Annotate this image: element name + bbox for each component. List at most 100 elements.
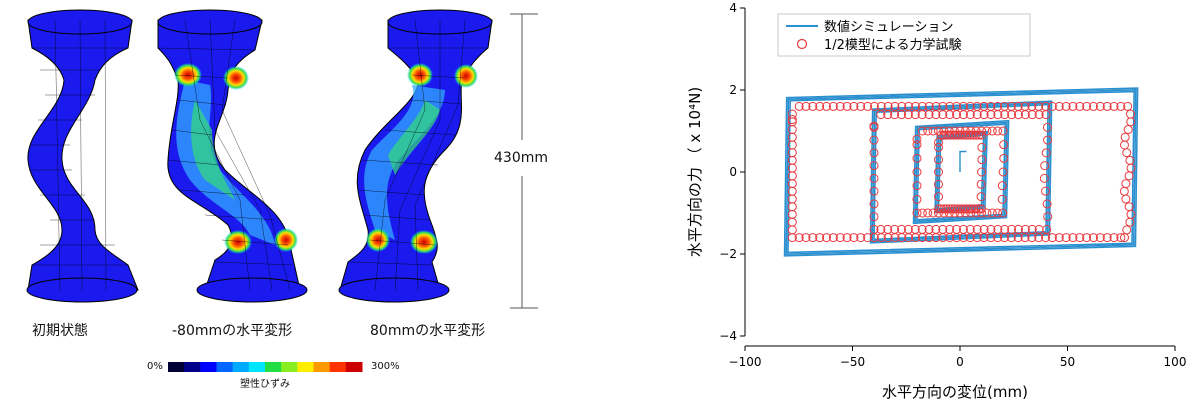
y-tick-label: 4 bbox=[729, 1, 737, 15]
experiment-point bbox=[1119, 233, 1129, 243]
simulation-loop bbox=[783, 87, 1139, 257]
experiment-point bbox=[1082, 101, 1092, 111]
experiment-point bbox=[808, 233, 818, 243]
colorbar-swatch bbox=[265, 362, 282, 372]
experiment-point bbox=[1122, 225, 1132, 235]
experiment-point bbox=[934, 167, 943, 177]
experiment-point bbox=[939, 204, 949, 214]
experiment-point bbox=[815, 101, 825, 111]
experiment-point bbox=[1034, 110, 1044, 120]
experiment-point bbox=[863, 233, 873, 243]
colorbar-swatch bbox=[345, 362, 363, 372]
experiment-point bbox=[849, 233, 859, 243]
experiment-point bbox=[876, 110, 886, 120]
legend-circle-swatch bbox=[796, 38, 808, 50]
experiment-point bbox=[998, 126, 1008, 136]
experiment-point bbox=[1082, 233, 1092, 243]
experiment-point bbox=[1054, 233, 1064, 243]
experiment-point bbox=[924, 110, 934, 120]
experiment-point bbox=[1088, 233, 1098, 243]
experiment-point bbox=[1123, 101, 1133, 111]
experiment-point bbox=[1116, 233, 1126, 243]
experiment-point bbox=[917, 110, 927, 120]
experiment-point bbox=[977, 142, 987, 152]
legend-label-simulation: 数値シミュレーション bbox=[824, 19, 953, 35]
colorbar-swatch bbox=[248, 362, 266, 372]
experiment-point bbox=[910, 110, 920, 120]
experiment-point bbox=[1043, 212, 1053, 222]
experiment-point bbox=[912, 153, 922, 163]
colorbar-swatch bbox=[313, 362, 331, 372]
experiment-point bbox=[1007, 110, 1017, 120]
experiment-point bbox=[1061, 233, 1071, 243]
fem-panel: 430mm 初期状態 -80mmの水平変形 80mmの水平変形 0% 300% … bbox=[26, 9, 548, 390]
experiment-point bbox=[1075, 101, 1085, 111]
experiment-point bbox=[808, 101, 818, 111]
colorbar-swatch bbox=[281, 362, 298, 372]
experiment-point bbox=[869, 161, 879, 171]
experiment-point bbox=[828, 101, 838, 111]
experiment-point bbox=[869, 101, 879, 111]
experiment-point bbox=[849, 101, 859, 111]
x-axis-label: 水平方向の変位(mm) bbox=[882, 383, 1028, 401]
x-tick-label: 0 bbox=[956, 355, 964, 369]
experiment-point bbox=[869, 199, 879, 209]
experiment-point bbox=[979, 110, 989, 120]
colorbar-max-label: 300% bbox=[371, 361, 400, 372]
experiment-point bbox=[1027, 110, 1037, 120]
legend-box bbox=[777, 13, 1031, 57]
experiment-point bbox=[972, 110, 982, 120]
experiment-point bbox=[977, 155, 987, 165]
experiment-point bbox=[910, 224, 920, 234]
experiment-point bbox=[987, 208, 997, 218]
colorbar-title: 塑性ひずみ bbox=[240, 379, 290, 390]
experiment-point bbox=[869, 173, 879, 183]
experiment-point bbox=[822, 101, 832, 111]
experiment-point bbox=[924, 224, 934, 234]
experiment-point bbox=[938, 110, 948, 120]
experiment-point bbox=[1047, 101, 1057, 111]
experiment-point bbox=[938, 224, 948, 234]
simulation-loop bbox=[914, 121, 1008, 223]
experiment-point bbox=[1042, 199, 1052, 209]
experiment-point bbox=[869, 212, 879, 222]
experiment-point bbox=[883, 224, 893, 234]
experiment-point bbox=[835, 101, 845, 111]
experiment-point bbox=[1042, 122, 1052, 132]
experiment-point bbox=[869, 135, 879, 145]
experiment-point bbox=[787, 202, 797, 212]
colorbar-swatch bbox=[329, 362, 347, 372]
experiment-point bbox=[912, 194, 922, 204]
experiment-point bbox=[977, 167, 987, 177]
simulation-loop bbox=[937, 134, 985, 210]
experiment-point bbox=[1054, 101, 1064, 111]
axes: −4 −2 0 2 4 −100 −50 0 50 100 bbox=[719, 1, 1186, 369]
experiment-point bbox=[1007, 224, 1017, 234]
experiment-point bbox=[965, 224, 975, 234]
colorbar-swatch bbox=[200, 362, 217, 372]
experiment-point bbox=[842, 233, 852, 243]
hysteresis-chart: −4 −2 0 2 4 −100 −50 0 50 100 数値シミュレーション 1/2模型による力… bbox=[686, 1, 1186, 401]
specimen-initial bbox=[26, 9, 139, 303]
experiment-point bbox=[1095, 233, 1105, 243]
x-tick-label: −50 bbox=[840, 355, 865, 369]
experiment-point bbox=[934, 179, 943, 189]
experiment-point bbox=[1088, 101, 1098, 111]
experiment-point bbox=[972, 224, 982, 234]
experiment-point bbox=[952, 224, 962, 234]
experiment-point bbox=[997, 181, 1007, 191]
experiment-point bbox=[876, 224, 886, 234]
fem-illustration bbox=[26, 9, 538, 372]
experiment-point bbox=[822, 233, 832, 243]
experiment-point bbox=[934, 204, 943, 214]
experiment-point bbox=[993, 110, 1003, 120]
experiment-point bbox=[998, 208, 1008, 218]
experiment-point bbox=[1000, 224, 1010, 234]
experiment-point bbox=[912, 181, 922, 191]
experiment-point bbox=[923, 208, 933, 218]
experiment-point bbox=[1013, 224, 1023, 234]
experiment-point bbox=[917, 208, 927, 218]
experiment-point bbox=[1124, 171, 1134, 181]
experiment-point bbox=[856, 101, 866, 111]
experiment-point bbox=[815, 233, 825, 243]
